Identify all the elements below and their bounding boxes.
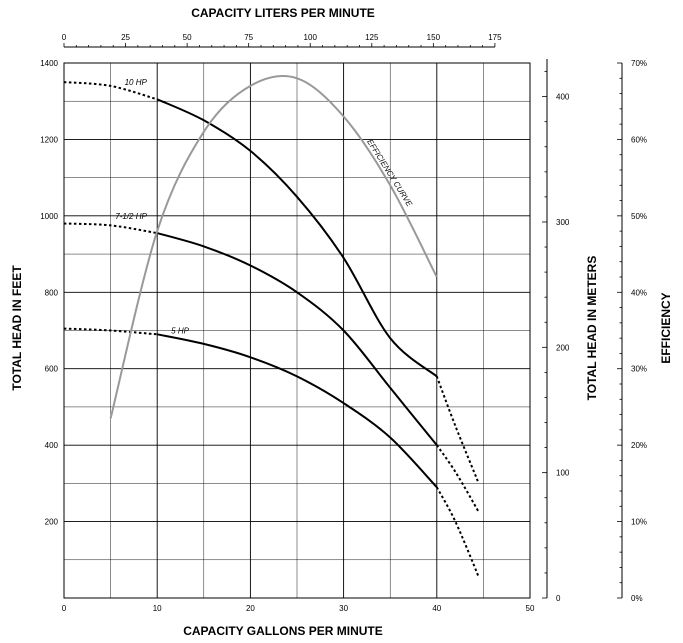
y-axis-title: TOTAL HEAD IN FEET [10,265,24,391]
y-tick-label: 1200 [40,135,58,144]
y3-tick-label: 30% [631,365,647,374]
y3-tick-label: 70% [631,59,647,68]
y2-tick-label: 400 [556,93,570,102]
x2-tick-label: 175 [488,33,502,42]
x2-tick-label: 50 [183,33,192,42]
x2-tick-label: 100 [304,33,318,42]
chart-grid [63,62,531,599]
y3-tick-label: 40% [631,288,647,297]
y3-tick-label: 50% [631,212,647,221]
hp-curve-solid [156,98,438,378]
y-tick-label: 200 [45,518,59,527]
efficiency-curve [109,75,438,419]
x-axis-title: CAPACITY GALLONS PER MINUTE [183,624,383,638]
hp-curve-dotted-end [435,486,480,578]
hp-curve-dotted-end [435,444,480,513]
hp-curve-dotted-start [63,327,158,336]
x2-tick-label: 25 [121,33,130,42]
label-7-5hp: 7-1/2 HP [115,212,147,221]
x-tick-label: 30 [339,604,348,613]
y-tick-label: 1400 [40,59,58,68]
hp-curve-solid [156,232,438,446]
y-tick-label: 1000 [40,212,58,221]
hp-curve-solid [156,333,438,488]
hp-curve-dotted-end [435,376,480,484]
y-tick-label: 800 [45,288,59,297]
x-tick-label: 40 [432,604,441,613]
chart-curves: 10 HP 7-1/2 HP 5 HP EFFICIENCY CURVE [63,75,480,578]
x-tick-label: 0 [62,604,67,613]
x-tick-label: 10 [153,604,162,613]
y3-tick-label: 0% [631,594,643,603]
y2-tick-label: 0 [556,594,561,603]
y2-tick-label: 200 [556,343,570,352]
y3-tick-label: 60% [631,135,647,144]
x2-axis-title: CAPACITY LITERS PER MINUTE [191,6,375,20]
y3-axis-title: EFFICIENCY [659,292,673,363]
y3-tick-label: 10% [631,518,647,527]
y2-tick-label: 100 [556,469,570,478]
y3-tick-label: 20% [631,441,647,450]
x-tick-label: 20 [246,604,255,613]
y2-tick-label: 300 [556,218,570,227]
x-tick-label: 50 [526,604,535,613]
hp-curve-dotted-start [63,222,158,235]
y-tick-label: 400 [45,441,59,450]
x2-tick-label: 0 [62,33,67,42]
label-10hp: 10 HP [125,78,148,87]
y2-axis-title: TOTAL HEAD IN METERS [585,256,599,401]
label-efficiency-curve: EFFICIENCY CURVE [365,138,414,209]
y-tick-label: 600 [45,365,59,374]
x2-tick-label: 150 [427,33,441,42]
x2-tick-label: 75 [244,33,253,42]
hp-curve-dotted-start [63,81,158,101]
label-5hp: 5 HP [171,327,189,336]
x2-tick-label: 125 [365,33,379,42]
